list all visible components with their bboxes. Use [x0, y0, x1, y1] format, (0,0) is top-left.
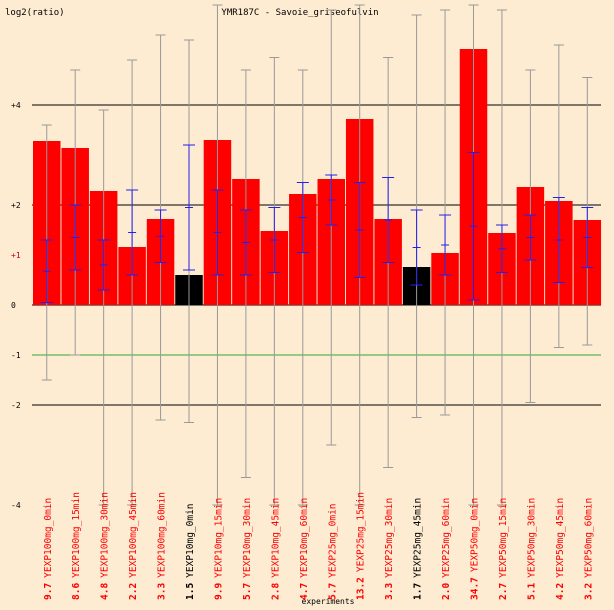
x-tick-text: 8.6 YEXP100mg_15min: [71, 492, 82, 600]
y-tick-label: +4: [11, 101, 21, 110]
x-tick-labels: 9.7 YEXP100mg_0min 8.6 YEXP100mg_15min 4.8 YE…: [43, 492, 595, 600]
x-tick-text: 2.8 YEXP10mg_45min: [270, 498, 281, 600]
x-tick-count: 4.2: [555, 583, 566, 600]
x-tick-label: 8.6 YEXP100mg_15min: [71, 492, 82, 600]
x-axis-label: experiments: [302, 597, 355, 606]
x-tick-name: YEXP100mg_15min: [71, 492, 82, 578]
x-tick-label: 2.7 YEXP50mg_15min: [498, 498, 509, 600]
x-tick-name: YEXP100mg_30min: [100, 492, 111, 578]
x-tick-text: 2.2 YEXP100mg_45min: [128, 492, 139, 600]
x-tick-count: 5.7: [327, 583, 338, 600]
x-tick-name: YEXP25mg_0min: [327, 503, 338, 577]
x-tick-count: 4.7: [299, 583, 310, 600]
x-tick-text: 1.7 YEXP25mg_45min: [413, 498, 424, 600]
x-tick-label: 5.1 YEXP50mg_30min: [526, 498, 537, 600]
x-tick-name: YEXP10mg_30min: [242, 498, 253, 578]
x-tick-name: YEXP100mg_0min: [43, 498, 54, 578]
x-tick-count: 2.0: [441, 583, 452, 600]
x-tick-count: 34.7: [470, 577, 481, 600]
x-tick-text: 2.7 YEXP50mg_15min: [498, 498, 509, 600]
x-tick-count: 8.6: [71, 583, 82, 600]
x-tick-text: 9.9 YEXP10mg_15min: [213, 498, 224, 600]
x-tick-label: 4.7 YEXP10mg_60min: [299, 498, 310, 600]
x-tick-label: 3.3 YEXP100mg_60min: [157, 492, 168, 600]
x-tick-name: YEXP25mg_15min: [356, 492, 367, 572]
x-tick-name: YEXP10mg_60min: [299, 498, 310, 578]
x-tick-label: 5.7 YEXP10mg_30min: [242, 498, 253, 600]
x-tick-count: 13.2: [356, 577, 367, 600]
error-bars: [40, 144, 594, 303]
x-tick-label: 1.7 YEXP25mg_45min: [413, 498, 424, 600]
x-tick-label: 34.7 YEXP50mg_0min: [470, 498, 481, 600]
x-tick-count: 9.7: [43, 583, 54, 600]
x-tick-text: 3.3 YEXP100mg_60min: [157, 492, 168, 600]
x-tick-name: YEXP50mg_60min: [583, 498, 594, 578]
x-tick-count: 9.9: [213, 583, 224, 600]
x-tick-text: 2.0 YEXP25mg_60min: [441, 498, 452, 600]
x-tick-count: 2.2: [128, 583, 139, 600]
x-tick-label: 2.8 YEXP10mg_45min: [270, 498, 281, 600]
y-tick-label: -2: [11, 401, 21, 410]
x-tick-count: 2.8: [270, 583, 281, 600]
y-tick-label: -4: [11, 501, 21, 510]
x-tick-name: YEXP100mg_60min: [157, 492, 168, 578]
x-tick-name: YEXP100mg_45min: [128, 492, 139, 578]
x-tick-count: 3.3: [384, 583, 395, 600]
x-tick-label: 3.3 YEXP25mg_30min: [384, 498, 395, 600]
x-tick-count: 5.7: [242, 583, 253, 600]
x-tick-text: 4.7 YEXP10mg_60min: [299, 498, 310, 600]
x-tick-text: 5.7 YEXP10mg_30min: [242, 498, 253, 600]
x-tick-text: 4.2 YEXP50mg_45min: [555, 498, 566, 600]
x-tick-name: YEXP25mg_60min: [441, 498, 452, 578]
x-tick-label: 1.5 YEXP10mg_0min: [185, 503, 196, 600]
x-tick-label: 3.2 YEXP50mg_60min: [583, 498, 594, 600]
x-tick-count: 1.5: [185, 583, 196, 600]
x-tick-count: 3.2: [583, 583, 594, 600]
y-tick-labels: +4 +2 +1 0 -1 -2 -4: [11, 101, 21, 510]
x-tick-name: YEXP10mg_45min: [270, 498, 281, 578]
x-tick-label: 9.7 YEXP100mg_0min: [43, 498, 54, 600]
x-tick-label: 5.7 YEXP25mg_0min: [327, 503, 338, 600]
x-tick-name: YEXP25mg_30min: [384, 498, 395, 578]
x-tick-name: YEXP25mg_45min: [413, 498, 424, 578]
x-tick-name: YEXP10mg_15min: [213, 498, 224, 578]
x-tick-label: 2.2 YEXP100mg_45min: [128, 492, 139, 600]
x-tick-text: 4.8 YEXP100mg_30min: [100, 492, 111, 600]
x-tick-text: 34.7 YEXP50mg_0min: [470, 498, 481, 600]
x-tick-name: YEXP50mg_30min: [526, 498, 537, 578]
x-tick-text: 5.7 YEXP25mg_0min: [327, 503, 338, 600]
x-tick-name: YEXP10mg_0min: [185, 503, 196, 577]
x-tick-text: 13.2 YEXP25mg_15min: [356, 492, 367, 600]
y-tick-label: +1: [11, 251, 21, 260]
x-tick-text: 3.3 YEXP25mg_30min: [384, 498, 395, 600]
x-tick-label: 4.8 YEXP100mg_30min: [100, 492, 111, 600]
x-tick-label: 4.2 YEXP50mg_45min: [555, 498, 566, 600]
x-tick-count: 2.7: [498, 583, 509, 600]
x-tick-label: 9.9 YEXP10mg_15min: [213, 498, 224, 600]
y-tick-label: 0: [11, 301, 16, 310]
bars: [33, 49, 602, 305]
y-tick-label: -1: [11, 351, 21, 360]
x-tick-count: 5.1: [526, 583, 537, 600]
x-tick-count: 4.8: [100, 583, 111, 600]
x-tick-text: 3.2 YEXP50mg_60min: [583, 498, 594, 600]
x-tick-count: 1.7: [413, 583, 424, 600]
x-tick-text: 5.1 YEXP50mg_30min: [526, 498, 537, 600]
x-tick-name: YEXP50mg_15min: [498, 498, 509, 578]
x-tick-text: 9.7 YEXP100mg_0min: [43, 498, 54, 600]
chart-title: YMR187C - Savoie_griseofulvin: [221, 8, 378, 18]
x-tick-label: 2.0 YEXP25mg_60min: [441, 498, 452, 600]
x-tick-name: YEXP50mg_0min: [470, 498, 481, 572]
x-tick-text: 1.5 YEXP10mg_0min: [185, 503, 196, 600]
x-tick-count: 3.3: [157, 583, 168, 600]
y-axis-label: log2(ratio): [5, 8, 65, 18]
x-tick-label: 13.2 YEXP25mg_15min: [356, 492, 367, 600]
y-tick-label: +2: [11, 201, 21, 210]
x-tick-name: YEXP50mg_45min: [555, 498, 566, 578]
